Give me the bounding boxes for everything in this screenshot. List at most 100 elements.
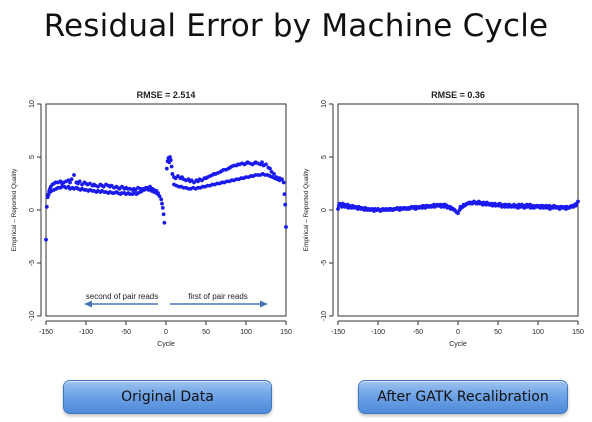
data-point (551, 205, 556, 210)
x-tick-label: 100 (240, 329, 252, 336)
chart-original: RMSE = 2.514-150 -100 -50 0 50 100 150Cycle-10… (11, 90, 292, 348)
data-point (264, 162, 268, 167)
data-point (496, 203, 501, 208)
data-point (164, 166, 169, 171)
data-point (484, 202, 488, 207)
x-tick-label: 150 (280, 329, 292, 336)
data-point (68, 180, 72, 185)
data-point (404, 207, 408, 211)
y-tick-label: 0 (29, 208, 36, 212)
data-point (365, 208, 370, 212)
data-point (397, 208, 402, 212)
data-point (44, 204, 49, 209)
plot-frame (45, 103, 287, 317)
data-point (493, 203, 498, 208)
x-tick-label: 0 (164, 329, 168, 336)
data-point (375, 208, 380, 212)
data-point (564, 207, 568, 211)
y-tick-label: -5 (321, 260, 328, 266)
y-tick-label: -5 (29, 260, 36, 266)
data-point (567, 205, 572, 210)
data-point (352, 205, 357, 210)
data-point (282, 192, 287, 196)
data-point (464, 201, 469, 206)
data-point (509, 204, 514, 209)
x-tick-label: -100 (79, 329, 93, 336)
data-point (439, 204, 444, 209)
x-tick-label: -100 (371, 329, 385, 336)
data-point (272, 172, 276, 176)
data-point (378, 209, 383, 213)
data-point (410, 205, 415, 210)
data-point (429, 204, 434, 209)
data-point (544, 205, 549, 210)
data-point (506, 204, 511, 209)
data-point (168, 158, 173, 163)
x-tick-label: 50 (202, 329, 210, 336)
data-point (512, 204, 517, 209)
data-point (426, 204, 431, 209)
data-point (69, 177, 74, 182)
data-point (277, 178, 282, 183)
data-point (381, 208, 386, 212)
data-point (336, 203, 341, 208)
data-point (532, 205, 536, 210)
data-point (391, 208, 396, 212)
data-point (535, 204, 540, 209)
data-point (471, 200, 476, 205)
data-point (576, 199, 580, 204)
y-tick-label: -10 (321, 311, 328, 321)
data-point (538, 205, 543, 210)
data-point (394, 207, 399, 211)
x-tick-label: 150 (572, 329, 584, 336)
chart-recalibrated: RMSE = 0.36-150 -100 -50 0 50 100 150Cycle-10-… (303, 90, 584, 348)
y-axis-label: Empirical – Reported Quality (11, 168, 18, 251)
data-point (436, 203, 440, 208)
data-point (522, 205, 527, 210)
data-point (474, 201, 479, 206)
data-point (281, 180, 286, 185)
data-point (72, 173, 76, 177)
data-point (284, 225, 288, 229)
data-point (573, 203, 578, 208)
data-point (368, 208, 373, 212)
annotation-label: second of pair reads (86, 292, 159, 301)
data-point (349, 205, 354, 210)
original-data-button[interactable]: Original Data (63, 380, 272, 414)
x-tick-label: -150 (331, 329, 345, 336)
data-point (557, 207, 562, 211)
data-point (416, 205, 421, 210)
x-tick-label: -50 (413, 329, 423, 336)
data-point (516, 205, 520, 210)
data-point (458, 204, 463, 209)
data-point (413, 207, 418, 211)
annotation-label: first of pair reads (188, 292, 248, 301)
data-point (170, 172, 175, 176)
y-tick-label: 5 (321, 155, 328, 159)
data-point (160, 205, 165, 210)
data-point (461, 202, 466, 207)
data-point (456, 211, 460, 216)
data-point (442, 204, 447, 209)
x-tick-label: 0 (456, 329, 460, 336)
data-point (407, 207, 412, 211)
data-point (554, 205, 559, 210)
data-point (452, 208, 456, 212)
slide-title: Residual Error by Machine Cycle (43, 8, 549, 44)
data-point (372, 209, 376, 213)
y-tick-label: 0 (321, 208, 328, 212)
data-point (525, 204, 530, 209)
gatk-recalibration-button[interactable]: After GATK Recalibration (358, 380, 568, 414)
data-point (400, 207, 405, 211)
data-point (503, 204, 508, 209)
data-point (487, 202, 492, 207)
data-point (340, 204, 344, 209)
data-point (169, 164, 174, 169)
data-point (162, 220, 167, 225)
data-point (423, 205, 428, 210)
data-point (445, 205, 450, 210)
data-point (541, 205, 546, 210)
data-point (343, 204, 348, 209)
data-point (157, 194, 162, 199)
y-tick-label: 5 (29, 155, 36, 159)
